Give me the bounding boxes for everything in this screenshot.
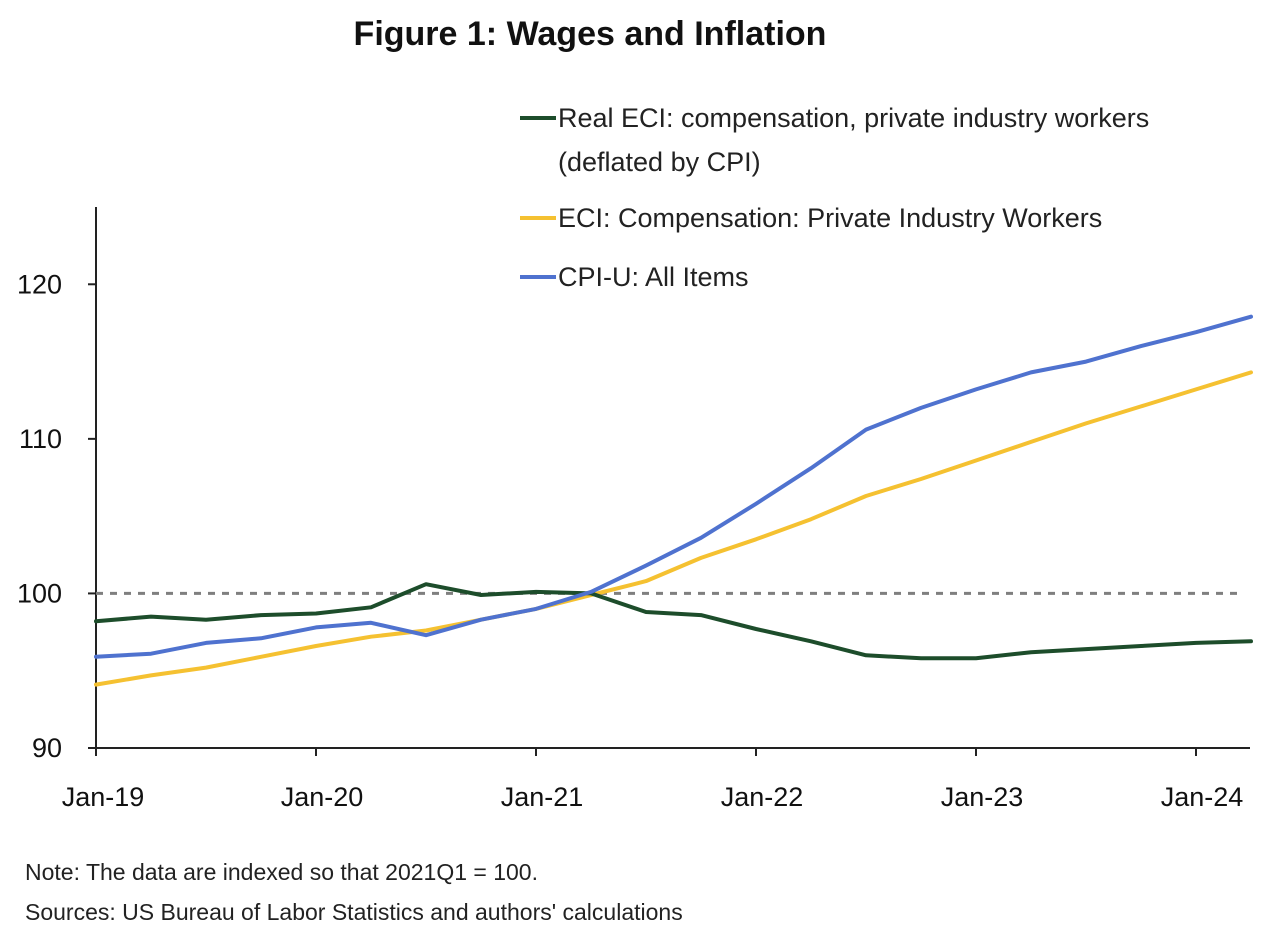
legend-label: Real ECI: compensation, private industry… xyxy=(558,103,1149,133)
legend: Real ECI: compensation, private industry… xyxy=(520,103,1149,292)
y-tick-label: 90 xyxy=(32,733,62,763)
note-text: Note: The data are indexed so that 2021Q… xyxy=(25,859,538,885)
x-tick-label: Jan-20 xyxy=(281,782,364,812)
legend-item-1: ECI: Compensation: Private Industry Work… xyxy=(520,203,1102,233)
legend-label: CPI-U: All Items xyxy=(558,262,749,292)
x-tick-label: Jan-19 xyxy=(62,782,145,812)
legend-label: ECI: Compensation: Private Industry Work… xyxy=(558,203,1102,233)
series-group xyxy=(94,314,1253,687)
legend-label: (deflated by CPI) xyxy=(558,147,761,177)
y-tick-label: 110 xyxy=(19,424,62,454)
series-line-2 xyxy=(94,314,1253,659)
chart-title: Figure 1: Wages and Inflation xyxy=(354,15,827,53)
y-ticks: 90 100 110 120 xyxy=(17,269,96,763)
y-tick-label: 100 xyxy=(17,578,62,608)
series-line-1 xyxy=(94,370,1253,687)
legend-item-0: Real ECI: compensation, private industry… xyxy=(520,103,1149,177)
x-ticks: Jan-19 Jan-20 Jan-21 Jan-22 Jan-23 Jan-24 xyxy=(62,748,1244,812)
sources-text: Sources: US Bureau of Labor Statistics a… xyxy=(25,899,683,925)
x-tick-label: Jan-24 xyxy=(1161,782,1244,812)
y-tick-label: 120 xyxy=(17,269,62,299)
legend-item-2: CPI-U: All Items xyxy=(520,262,749,292)
x-tick-label: Jan-23 xyxy=(941,782,1024,812)
x-tick-label: Jan-22 xyxy=(721,782,804,812)
series-line-0 xyxy=(94,582,1253,661)
x-tick-label: Jan-21 xyxy=(501,782,584,812)
